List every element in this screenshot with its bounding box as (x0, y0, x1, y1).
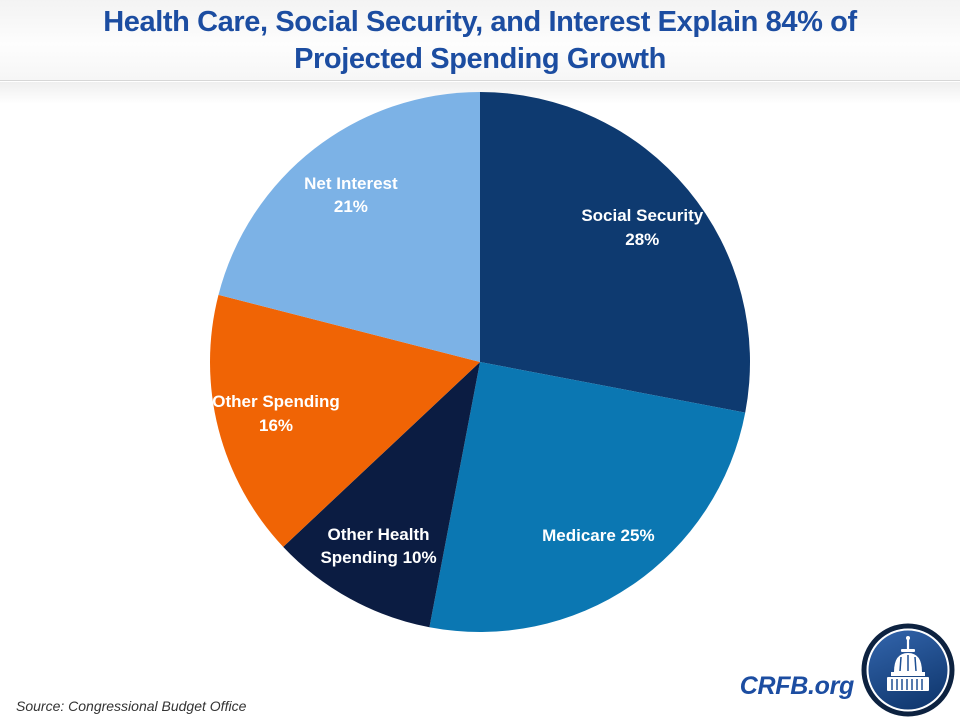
pie-slice-net-interest (218, 92, 481, 362)
slide-title: Health Care, Social Security, and Intere… (0, 0, 960, 81)
brand-label: CRFB.org (739, 672, 855, 700)
slice-label-social-security: Social Security 28% (581, 205, 704, 249)
logo-inner-ring (866, 628, 950, 712)
slice-label-net-interest: Net Interest 21% (304, 173, 398, 217)
title-line-1: Health Care, Social Security, and Intere… (103, 6, 857, 38)
pie-slice-medicare (429, 362, 746, 633)
source-note: Source: Congressional Budget Office (16, 698, 247, 714)
crfb-logo (861, 623, 955, 717)
pie-slice-other-spending (209, 294, 480, 547)
pie-slice-other-health-spending (283, 362, 480, 628)
slice-label-other-health-spending: Other Health Spending 10% (320, 524, 437, 568)
title-line-2: Projected Spending Growth (294, 43, 666, 75)
capitol-columns (891, 655, 923, 690)
slice-label-medicare: Medicare 25% (542, 526, 655, 546)
pie-slice-social-security (480, 92, 751, 413)
slice-label-other-spending: Other Spending 16% (212, 392, 340, 436)
